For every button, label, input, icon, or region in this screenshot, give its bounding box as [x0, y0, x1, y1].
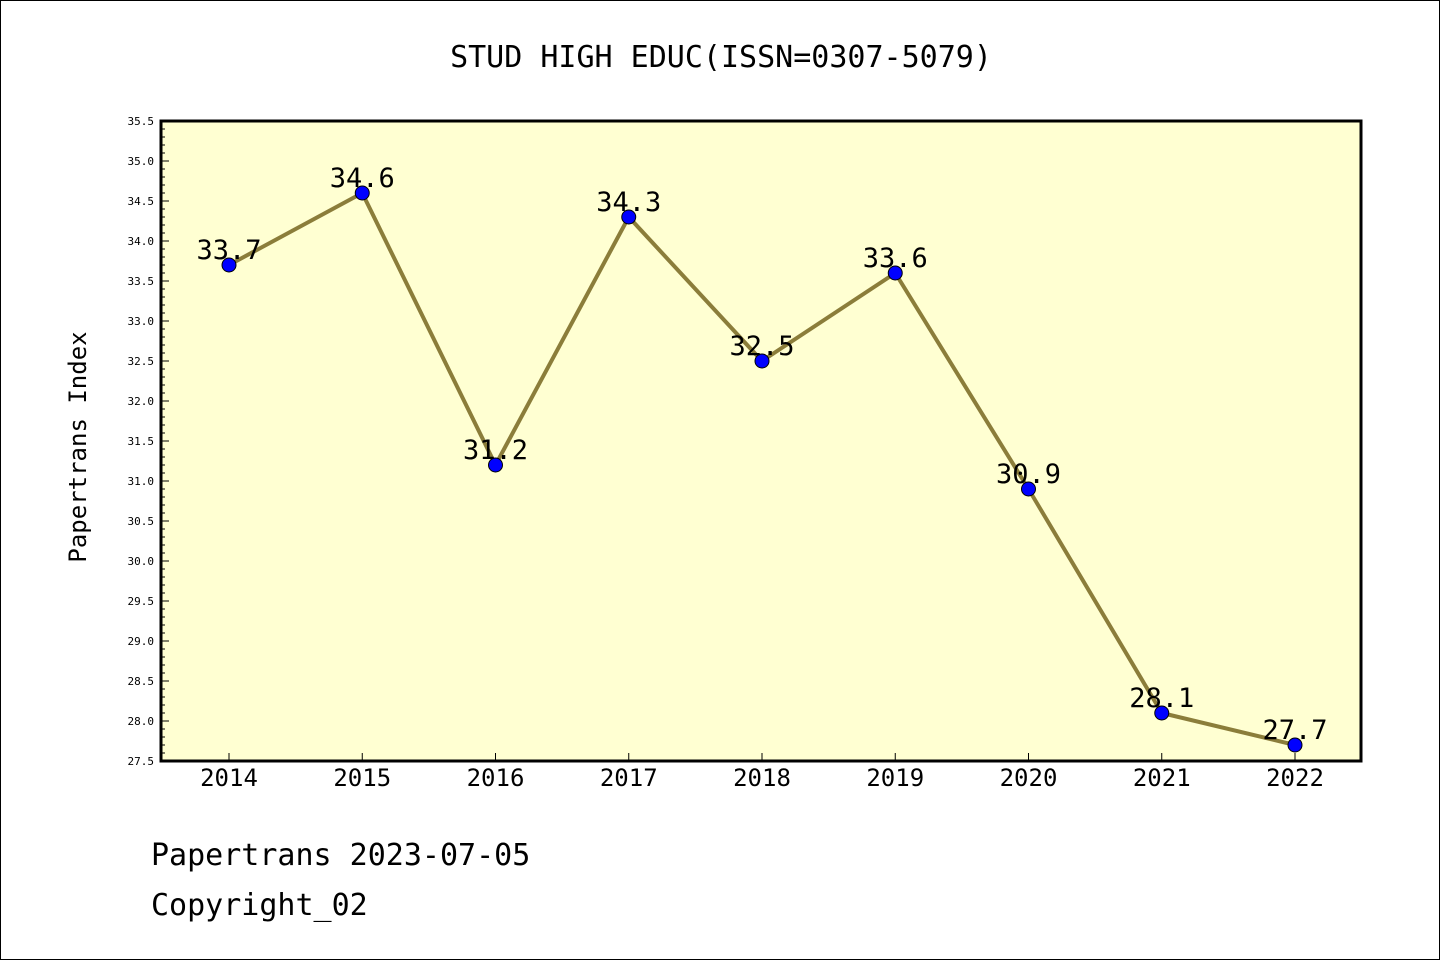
y-tick-label: 34.0 — [128, 235, 155, 248]
x-tick-label: 2015 — [333, 764, 391, 792]
x-tick-label: 2019 — [866, 764, 924, 792]
data-point — [754, 353, 770, 369]
data-label: 33.6 — [863, 243, 928, 274]
x-tick-label: 2021 — [1133, 764, 1191, 792]
y-tick-label: 29.5 — [128, 595, 155, 608]
plot-area — [161, 121, 1361, 761]
y-tick-label: 30.5 — [128, 515, 155, 528]
data-label: 34.6 — [330, 163, 395, 194]
data-point — [1154, 705, 1170, 721]
footer-copyright: Copyright_02 — [151, 888, 368, 923]
data-label: 32.5 — [729, 331, 794, 362]
y-tick-label: 27.5 — [128, 755, 155, 768]
footer-date: Papertrans 2023-07-05 — [151, 838, 530, 873]
data-label: 30.9 — [996, 459, 1061, 490]
data-label: 34.3 — [596, 187, 661, 218]
y-tick-label: 35.0 — [128, 155, 155, 168]
data-point — [488, 457, 503, 473]
x-tick-label: 2022 — [1266, 764, 1324, 792]
x-tick-label: 2020 — [1000, 764, 1058, 792]
y-tick-label: 31.5 — [128, 435, 155, 448]
y-tick-label: 33.5 — [128, 275, 155, 288]
y-tick-label: 29.0 — [128, 635, 155, 648]
x-axis: 2014 2015 2016 2017 2018 2019 2020 2021 2022 — [200, 753, 1324, 792]
data-label: 27.7 — [1262, 715, 1327, 746]
data-label: 33.7 — [196, 235, 261, 266]
y-axis: 27.5 28.0 28.5 29.0 29.5 30.0 30.5 31.0 31.5 32.0… — [128, 115, 169, 768]
y-tick-label: 28.0 — [128, 715, 155, 728]
chart-title: STUD HIGH EDUC(ISSN=0307-5079) — [450, 40, 992, 75]
data-point — [621, 209, 637, 225]
y-tick-label: 28.5 — [128, 675, 155, 688]
plot-border — [159, 119, 1363, 763]
data-point — [1287, 737, 1303, 753]
y-tick-label: 32.5 — [128, 355, 155, 368]
y-tick-label: 35.5 — [128, 115, 155, 128]
data-point — [887, 265, 903, 281]
data-point — [221, 257, 237, 273]
y-tick-label: 32.0 — [128, 395, 155, 408]
x-tick-label: 2017 — [600, 764, 658, 792]
x-tick-label: 2016 — [467, 764, 525, 792]
data-series: 33.7 34.6 31.2 34.3 32.5 33.6 30.9 28.1 27.7 — [196, 163, 1328, 753]
data-label: 28.1 — [1129, 683, 1194, 714]
y-axis-label: Papertrans Index — [64, 331, 92, 562]
y-tick-label: 33.0 — [128, 315, 155, 328]
data-point — [354, 185, 370, 201]
data-point — [1021, 481, 1036, 497]
y-tick-label: 30.0 — [128, 555, 155, 568]
x-tick-label: 2014 — [200, 764, 258, 792]
data-label: 31.2 — [463, 435, 528, 466]
x-tick-label: 2018 — [733, 764, 791, 792]
y-tick-label: 31.0 — [128, 475, 155, 488]
y-tick-label: 34.5 — [128, 195, 155, 208]
